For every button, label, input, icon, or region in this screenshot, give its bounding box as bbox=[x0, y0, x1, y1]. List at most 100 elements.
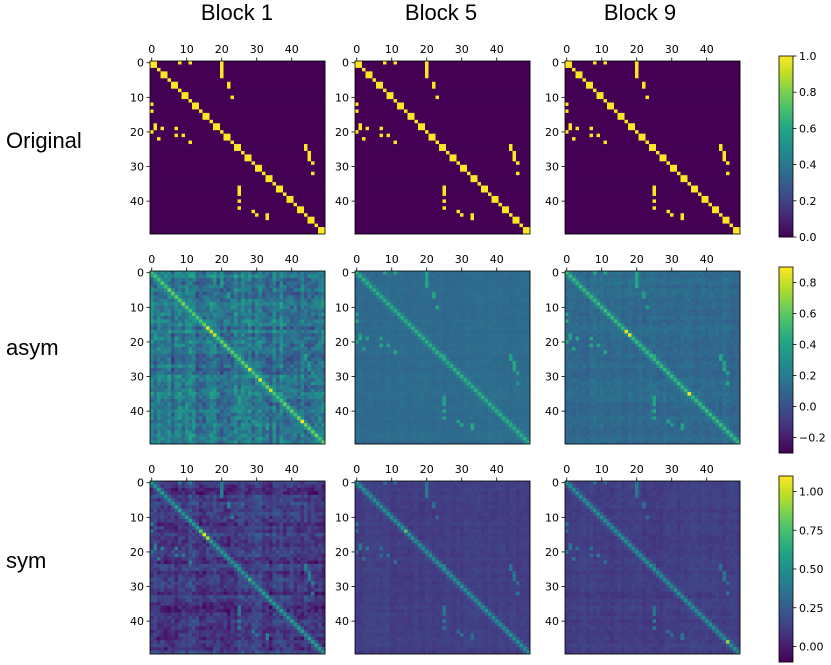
heatmap-cell bbox=[380, 68, 384, 72]
heatmap-cell bbox=[255, 165, 259, 169]
heatmap-cell bbox=[411, 92, 415, 96]
heatmap-cell bbox=[175, 213, 179, 217]
heatmap-cell bbox=[220, 71, 224, 75]
heatmap-cell bbox=[460, 186, 464, 190]
heatmap-cell bbox=[523, 168, 527, 172]
heatmap-cell bbox=[506, 227, 510, 231]
heatmap-cell bbox=[199, 161, 203, 165]
heatmap-cell bbox=[450, 68, 454, 72]
heatmap-cell bbox=[259, 85, 263, 89]
heatmap-cell bbox=[401, 203, 405, 207]
heatmap-cell bbox=[245, 168, 249, 172]
heatmap-cell bbox=[460, 189, 464, 193]
heatmap-cell bbox=[443, 64, 447, 68]
heatmap-cell bbox=[450, 220, 454, 224]
heatmap-cell bbox=[150, 175, 154, 179]
heatmap-cell bbox=[276, 227, 280, 231]
heatmap-cell bbox=[401, 130, 405, 134]
heatmap-cell bbox=[397, 144, 401, 148]
heatmap-cell bbox=[425, 192, 429, 196]
heatmap-cell bbox=[418, 151, 422, 155]
heatmap-cell bbox=[189, 168, 193, 172]
heatmap-cell bbox=[150, 75, 154, 79]
heatmap-cell bbox=[362, 116, 366, 120]
heatmap-cell bbox=[460, 196, 464, 200]
heatmap-cell bbox=[457, 179, 461, 183]
heatmap-cell bbox=[401, 186, 405, 190]
heatmap-cell bbox=[234, 113, 238, 117]
heatmap-cell bbox=[168, 158, 172, 162]
heatmap-cell bbox=[481, 92, 485, 96]
heatmap-cell bbox=[436, 137, 440, 141]
heatmap-cell bbox=[471, 151, 475, 155]
heatmap-cell bbox=[241, 127, 245, 131]
heatmap-cell bbox=[262, 168, 266, 172]
heatmap-cell bbox=[355, 213, 359, 217]
heatmap-cell bbox=[262, 109, 266, 113]
heatmap-cell bbox=[206, 113, 210, 117]
heatmap-cell bbox=[164, 213, 168, 217]
heatmap-cell bbox=[397, 71, 401, 75]
heatmap-cell bbox=[439, 158, 443, 162]
heatmap-cell bbox=[499, 78, 503, 82]
heatmap-cell bbox=[199, 96, 203, 100]
heatmap-cell bbox=[311, 224, 315, 228]
heatmap-cell bbox=[436, 123, 440, 127]
heatmap-cell bbox=[415, 99, 419, 103]
heatmap-cell bbox=[161, 99, 165, 103]
heatmap-cell bbox=[266, 92, 270, 96]
heatmap-cell bbox=[362, 109, 366, 113]
heatmap-cell bbox=[502, 210, 506, 214]
heatmap-cell bbox=[185, 68, 189, 72]
heatmap-cell bbox=[485, 144, 489, 148]
heatmap-cell bbox=[471, 220, 475, 224]
heatmap-cell bbox=[520, 106, 524, 110]
heatmap-cell bbox=[290, 196, 294, 200]
heatmap-cell bbox=[355, 165, 359, 169]
heatmap-cell bbox=[492, 75, 496, 79]
heatmap-cell bbox=[245, 189, 249, 193]
heatmap-cell bbox=[443, 148, 447, 152]
heatmap-cell bbox=[241, 89, 245, 93]
heatmap-cell bbox=[464, 130, 468, 134]
heatmap-cell bbox=[499, 154, 503, 158]
heatmap-cell bbox=[283, 137, 287, 141]
heatmap-cell bbox=[450, 96, 454, 100]
heatmap-cell bbox=[231, 134, 235, 138]
heatmap-cell bbox=[495, 192, 499, 196]
heatmap-cell bbox=[234, 213, 238, 217]
heatmap-cell bbox=[168, 68, 172, 72]
heatmap-cell bbox=[373, 189, 377, 193]
heatmap-cell bbox=[224, 78, 228, 82]
heatmap-cell bbox=[474, 189, 478, 193]
heatmap-cell bbox=[227, 75, 231, 79]
heatmap-cell bbox=[474, 144, 478, 148]
heatmap-cell bbox=[294, 123, 298, 127]
heatmap-cell bbox=[520, 123, 524, 127]
heatmap-cell bbox=[294, 144, 298, 148]
heatmap-cell bbox=[488, 82, 492, 86]
heatmap-cell bbox=[196, 192, 200, 196]
heatmap-cell bbox=[150, 192, 154, 196]
heatmap-cell bbox=[189, 154, 193, 158]
heatmap-cell bbox=[453, 182, 457, 186]
heatmap-cell bbox=[192, 165, 196, 169]
heatmap-cell bbox=[418, 85, 422, 89]
heatmap-cell bbox=[516, 116, 520, 120]
heatmap-cell bbox=[523, 165, 527, 169]
heatmap-cell bbox=[287, 148, 291, 152]
heatmap-cell bbox=[467, 116, 471, 120]
heatmap-cell bbox=[457, 109, 461, 113]
heatmap-cell bbox=[373, 82, 377, 86]
heatmap-cell bbox=[245, 148, 249, 152]
heatmap-cell bbox=[269, 144, 273, 148]
heatmap-cell bbox=[457, 120, 461, 124]
heatmap-cell bbox=[192, 168, 196, 172]
heatmap-cell bbox=[373, 68, 377, 72]
heatmap-cell bbox=[206, 144, 210, 148]
heatmap-cell bbox=[273, 85, 277, 89]
heatmap-cell bbox=[241, 217, 245, 221]
heatmap-cell bbox=[168, 210, 172, 214]
heatmap-cell bbox=[164, 85, 168, 89]
heatmap-cell bbox=[380, 172, 384, 176]
